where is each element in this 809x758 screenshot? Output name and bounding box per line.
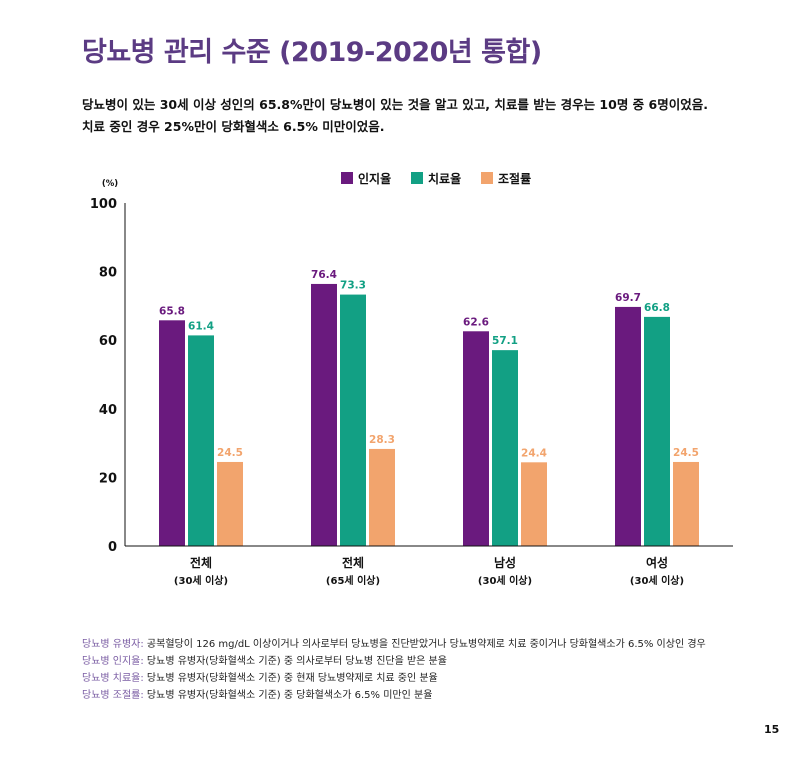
- legend-swatch: [481, 172, 493, 184]
- data-label: 24.4: [521, 447, 547, 459]
- bar: [463, 331, 489, 546]
- data-label: 57.1: [492, 335, 518, 347]
- bar: [492, 350, 518, 546]
- page-title: 당뇨병 관리 수준 (2019-2020년 통합): [82, 37, 542, 68]
- footnote-desc: 당뇨병 유병자(당화혈색소 기준) 중 현재 당뇨병약제로 치료 중인 분율: [143, 673, 438, 684]
- footnote-awareness: 당뇨병 인지율: 당뇨병 유병자(당화혈색소 기준) 중 의사로부터 당뇨병 진…: [82, 653, 706, 670]
- data-label: 24.5: [217, 447, 243, 459]
- data-label: 62.6: [463, 316, 489, 328]
- x-category-label: 남성: [494, 555, 516, 570]
- data-label: 73.3: [340, 280, 366, 292]
- y-tick-label: 40: [99, 403, 117, 418]
- data-label: 66.8: [644, 302, 670, 314]
- data-label: 76.4: [311, 269, 337, 281]
- x-category-sublabel: (30세 이상): [630, 574, 684, 587]
- bar: [521, 462, 547, 546]
- legend-label: 조절률: [498, 172, 531, 186]
- bar: [311, 283, 337, 546]
- x-category-label: 여성: [646, 555, 668, 570]
- subtitle-line-2: 치료 중인 경우 25%만이 당화혈색소 6.5% 미만이었음.: [82, 119, 385, 134]
- x-category-label: 전체: [342, 555, 364, 570]
- data-label: 65.8: [159, 305, 185, 317]
- footnotes: 당뇨병 유병자: 공복혈당이 126 mg/dL 이상이거나 의사로부터 당뇨병…: [82, 636, 706, 704]
- bar: [159, 320, 185, 546]
- footnote-desc: 당뇨병 유병자(당화혈색소 기준) 중 의사로부터 당뇨병 진단을 받은 분율: [143, 656, 447, 667]
- footnote-term: 당뇨병 인지율:: [82, 656, 144, 667]
- data-label: 28.3: [369, 434, 395, 446]
- x-category-label: 전체: [190, 555, 212, 570]
- footnote-control: 당뇨병 조절률: 당뇨병 유병자(당화혈색소 기준) 중 당화혈색소가 6.5%…: [82, 687, 706, 704]
- legend-swatch: [341, 172, 353, 184]
- bar: [340, 294, 366, 546]
- bar: [615, 306, 641, 546]
- footnote-term: 당뇨병 유병자:: [82, 639, 144, 650]
- data-label: 61.4: [188, 320, 214, 332]
- legend-swatch: [411, 172, 423, 184]
- footnote-prevalence: 당뇨병 유병자: 공복혈당이 126 mg/dL 이상이거나 의사로부터 당뇨병…: [82, 636, 706, 653]
- y-tick-label: 20: [99, 471, 117, 486]
- y-tick-label: 80: [99, 266, 117, 281]
- bar-chart: 인지율 치료율 조절률 (%) 0 20 40 60 80 100 65.861.4 24.5 7…: [90, 171, 733, 587]
- bar: [217, 461, 243, 546]
- legend-label: 치료율: [428, 171, 461, 186]
- y-axis: 0 20 40 60 80 100: [90, 197, 126, 555]
- y-tick-label: 100: [90, 197, 117, 212]
- footnote-treatment: 당뇨병 치료율: 당뇨병 유병자(당화혈색소 기준) 중 현재 당뇨병약제로 치…: [82, 670, 706, 687]
- subtitle-line-1: 당뇨병이 있는 30세 이상 성인의 65.8%만이 당뇨병이 있는 것을 알고…: [82, 97, 708, 112]
- x-category-sublabel: (30세 이상): [174, 574, 228, 587]
- data-label: 69.7: [615, 292, 641, 304]
- legend-label: 인지율: [358, 171, 391, 186]
- page-number: 15: [764, 723, 780, 736]
- footnote-desc: 당뇨병 유병자(당화혈색소 기준) 중 당화혈색소가 6.5% 미만인 분율: [143, 690, 433, 701]
- x-category-sublabel: (65세 이상): [326, 574, 380, 587]
- y-tick-label: 60: [99, 334, 117, 349]
- x-category-sublabel: (30세 이상): [478, 574, 532, 587]
- bar: [369, 448, 395, 546]
- footnote-term: 당뇨병 치료율:: [82, 673, 144, 684]
- bar: [188, 335, 214, 546]
- y-tick-label: 0: [108, 540, 117, 555]
- footnote-desc: 공복혈당이 126 mg/dL 이상이거나 의사로부터 당뇨병을 진단받았거나 …: [143, 639, 706, 650]
- bar: [673, 461, 699, 546]
- bar: [644, 316, 670, 546]
- chart-bars: 65.861.4 24.5 76.473.3 28.3 62.657.1 24.4 69.7…: [159, 269, 699, 546]
- x-axis: 전체 (30세 이상) 전체 (65세 이상) 남성 (30세 이상) 여성 (30세 이상): [125, 545, 733, 587]
- data-label: 24.5: [673, 447, 699, 459]
- footnote-term: 당뇨병 조절률:: [82, 690, 144, 701]
- y-axis-label: (%): [102, 179, 118, 189]
- chart-legend: 인지율 치료율 조절률: [341, 171, 531, 186]
